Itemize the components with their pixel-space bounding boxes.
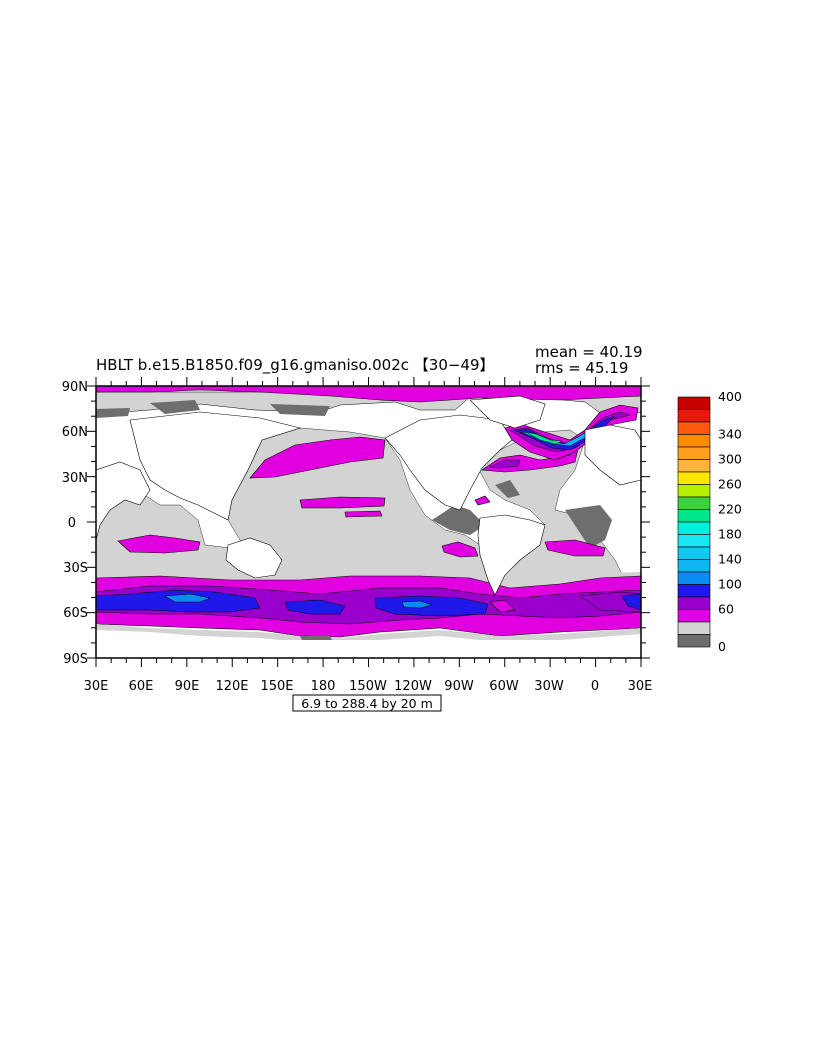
- colorbar-swatch: [677, 434, 711, 448]
- antarctic-margin-grey: [96, 624, 641, 644]
- x-tick-label: 30E: [628, 679, 653, 694]
- drake-passage-magenta: [489, 599, 516, 613]
- colorbar-label: 220: [718, 502, 742, 517]
- north-pacific-magenta: [249, 436, 386, 479]
- colorbar-swatch: [677, 409, 711, 423]
- colorbar-swatch: [677, 446, 711, 460]
- colorbar-swatch: [677, 496, 711, 510]
- map-field: [96, 386, 641, 658]
- x-tick-label: 180: [311, 679, 336, 694]
- y-tick-label: 60S: [63, 606, 88, 621]
- y-axis-labels: 90N 60N 30N 0 30S 60S 90S: [62, 380, 88, 667]
- y-tick-label: 0: [68, 516, 76, 531]
- southern-ocean-cyan-west: [164, 593, 211, 603]
- pacific-tropical-dark: [432, 505, 485, 535]
- colorbar-label: 340: [718, 427, 742, 442]
- colorbar-label: 260: [718, 477, 742, 492]
- y-tick-label: 30S: [63, 561, 88, 576]
- arctic-shelf-dark: [96, 400, 330, 418]
- colorbar-swatch: [677, 534, 711, 548]
- europe-land: [584, 424, 641, 486]
- colorbar-labels: 400 340 300 260 220 180 140 100 60 0: [718, 389, 742, 654]
- asia-land: [129, 411, 302, 521]
- indian-ocean-magenta: [117, 534, 201, 554]
- x-tick-label: 0: [591, 679, 599, 694]
- x-tick-label: 30W: [534, 679, 564, 694]
- x-tick-label: 60W: [489, 679, 519, 694]
- colorbar-label: 300: [718, 452, 742, 467]
- colorbar-swatch: [677, 509, 711, 523]
- antarctic-dark-patch: [300, 636, 332, 640]
- colorbar-label: 0: [718, 639, 726, 654]
- x-tick-label: 120W: [394, 679, 432, 694]
- southern-ocean-blue-east: [374, 595, 489, 617]
- x-tick-label: 150W: [349, 679, 387, 694]
- africa-land: [96, 461, 151, 541]
- contour-info-box: [292, 694, 442, 712]
- colorbar-swatch: [677, 584, 711, 598]
- x-axis-labels: 30E 60E 90E 120E 150E 180 150W 120W 90W …: [84, 679, 653, 694]
- map-title: HBLT b.e15.B1850.f09_g16.gmaniso.002c 【3…: [96, 356, 495, 375]
- colorbar-label: 60: [718, 602, 734, 617]
- colorbar-swatch: [677, 621, 711, 635]
- colorbar-swatch: [677, 559, 711, 573]
- mean-label: mean = 40.19: [535, 343, 643, 361]
- contour-info-text: 6.9 to 288.4 by 20 m: [301, 696, 433, 711]
- colorbar-swatch: [677, 546, 711, 560]
- southern-ocean-cyan-east: [401, 600, 433, 609]
- colorbar-swatch: [677, 609, 711, 623]
- colorbar-swatch: [677, 484, 711, 498]
- pacific-magenta-band-south: [344, 510, 383, 518]
- east-atlantic-blue: [621, 593, 641, 611]
- pacific-magenta-band-north: [299, 496, 386, 509]
- colorbar-swatch: [677, 471, 711, 485]
- colorbar-swatch: [677, 396, 711, 410]
- x-tick-label: 90W: [444, 679, 474, 694]
- y-tick-label: 90N: [62, 380, 88, 395]
- colorbar-label: 140: [718, 552, 742, 567]
- axis-ticks: [87, 377, 650, 667]
- colorbar-swatch: [677, 459, 711, 473]
- australia-land: [225, 537, 283, 579]
- south-atlantic-magenta: [544, 539, 606, 557]
- colorbar-label: 400: [718, 389, 742, 404]
- greenland-land: [469, 395, 546, 429]
- y-tick-label: 90S: [63, 652, 88, 667]
- north-america-land: [384, 414, 513, 511]
- x-tick-label: 90E: [175, 679, 200, 694]
- x-tick-label: 30E: [84, 679, 109, 694]
- y-tick-label: 60N: [62, 425, 88, 440]
- colorbar-label: 180: [718, 527, 742, 542]
- antarctica-land: [96, 640, 641, 658]
- colorbar-label: 100: [718, 577, 742, 592]
- tropical-atlantic-magenta: [474, 495, 491, 506]
- colorbar-swatch: [677, 634, 711, 648]
- colorbar-swatch: [677, 521, 711, 535]
- southeast-pacific-magenta: [441, 541, 479, 558]
- colorbar: [677, 396, 711, 648]
- colorbar-swatch: [677, 421, 711, 435]
- rms-label: rms = 45.19: [535, 359, 628, 377]
- south-america-land: [477, 514, 546, 596]
- north-atlantic-purple: [489, 459, 521, 469]
- southern-ocean-blue-central: [284, 599, 346, 615]
- y-tick-label: 30N: [62, 471, 88, 486]
- colorbar-swatch: [677, 571, 711, 585]
- x-tick-label: 120E: [215, 679, 248, 694]
- west-atlantic-dark: [495, 480, 520, 498]
- x-tick-label: 150E: [260, 679, 293, 694]
- colorbar-swatch: [677, 596, 711, 610]
- labrador-sea-core: [525, 431, 563, 445]
- west-africa-dark: [565, 505, 612, 548]
- x-tick-label: 60E: [129, 679, 154, 694]
